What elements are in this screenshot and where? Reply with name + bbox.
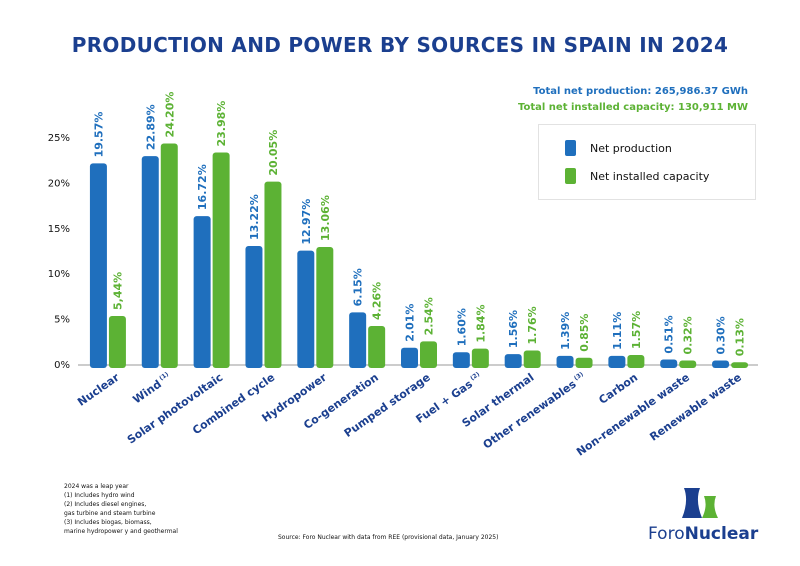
footnote-line: gas turbine and steam turbine — [64, 510, 156, 517]
category-superscript: (3) — [571, 371, 585, 384]
data-label-production: 16.72% — [196, 164, 209, 210]
data-label-capacity: 5,44% — [111, 272, 124, 310]
bar-net-production — [245, 246, 263, 368]
category-superscript: (2) — [467, 371, 481, 384]
bar-net-production — [89, 163, 107, 368]
footnotes: 2024 was a leap year (1) Includes hydro … — [64, 482, 178, 536]
chart-title: PRODUCTION AND POWER BY SOURCES IN SPAIN… — [71, 33, 729, 57]
footnote-line: 2024 was a leap year — [64, 483, 129, 490]
total-production: Total net production: 265,986.37 GWh — [533, 86, 748, 97]
data-label-production: 0.51% — [663, 315, 676, 353]
bar-net-production — [297, 250, 315, 368]
bar-net-production — [141, 156, 159, 368]
bar-installed-capacity — [471, 348, 489, 368]
category-superscript: (1) — [156, 371, 170, 384]
legend-item-production: Net production — [565, 140, 672, 156]
logo-text: ForoNuclear — [648, 524, 768, 544]
bar-net-production — [712, 360, 730, 368]
legend-label-capacity: Net installed capacity — [590, 169, 710, 183]
data-label-production: 1.60% — [455, 308, 468, 346]
bar-net-production — [193, 216, 211, 368]
legend: Net production Net installed capacity — [538, 124, 756, 200]
bar-net-production — [349, 312, 367, 368]
bar-installed-capacity — [316, 246, 334, 368]
category-label: Renewable waste — [647, 371, 743, 444]
footnote-line: (2) Includes diesel engines, — [64, 501, 147, 508]
category-label: Solar photovoltaic — [125, 371, 225, 447]
footnote-line: marine hydropower y and geothermal — [64, 528, 178, 535]
bar-installed-capacity — [679, 360, 697, 368]
bar-net-production — [401, 347, 418, 368]
y-tick-label: 5% — [54, 315, 70, 326]
bar-installed-capacity — [420, 341, 437, 368]
bar-chart: 0% 5% 10% 15% 20% 25% 19.57% 5,44% Nuclear 22.89%… — [48, 92, 758, 459]
legend-swatch-production — [565, 140, 576, 156]
bar-net-production — [452, 352, 470, 368]
data-label-production: 19.57% — [92, 112, 105, 158]
y-tick-label: 25% — [48, 133, 70, 144]
data-label-capacity: 20.05% — [267, 130, 280, 176]
footnote-line: (3) Includes biogas, biomass, — [64, 519, 152, 526]
bar-installed-capacity — [523, 350, 541, 368]
bar-installed-capacity — [575, 357, 593, 368]
data-label-capacity: 1.76% — [526, 306, 539, 344]
bar-installed-capacity — [368, 325, 386, 368]
totals: Total net production: 265,986.37 GWh Tot… — [518, 84, 748, 116]
source-note: Source: Foro Nuclear with data from REE … — [278, 534, 499, 541]
category-label-text: Pumped storage — [342, 371, 433, 440]
category-label: Wind (1) — [131, 371, 174, 407]
bar-installed-capacity — [160, 143, 178, 368]
data-label-production: 1.39% — [559, 312, 572, 350]
data-label-capacity: 23.98% — [215, 101, 228, 147]
data-label-production: 6.15% — [352, 268, 365, 306]
bar-installed-capacity — [212, 152, 230, 368]
y-tick-label: 20% — [48, 178, 70, 189]
legend-item-capacity: Net installed capacity — [565, 168, 709, 184]
bar-net-production — [660, 359, 678, 368]
data-label-capacity: 13.06% — [319, 195, 332, 241]
category-label: Nuclear — [75, 370, 122, 408]
bar-net-production — [608, 355, 626, 368]
bar-net-production — [556, 355, 574, 368]
category-label: Other renewables (3) — [481, 371, 589, 452]
logo-text-nuclear: Nuclear — [684, 524, 759, 544]
legend-label-production: Net production — [590, 141, 672, 155]
data-label-capacity: 0.85% — [578, 314, 591, 352]
logo-text-foro: Foro — [648, 524, 685, 544]
bar-installed-capacity — [264, 181, 282, 368]
data-label-capacity: 0.32% — [682, 316, 695, 354]
y-tick-label: 15% — [48, 224, 70, 235]
data-label-capacity: 1.84% — [474, 304, 487, 342]
legend-swatch-capacity — [565, 168, 576, 184]
bar-net-production — [504, 354, 522, 368]
category-label-text: Carbon — [596, 371, 640, 407]
bar-installed-capacity — [627, 355, 645, 368]
total-capacity: Total net installed capacity: 130,911 MW — [518, 102, 748, 113]
bar-installed-capacity — [108, 315, 126, 368]
category-label-text: Other renewables — [481, 377, 579, 451]
data-label-capacity: 0.13% — [734, 318, 747, 356]
data-label-capacity: 2.54% — [423, 297, 436, 335]
bar-installed-capacity — [731, 362, 749, 368]
data-label-production: 13.22% — [248, 194, 261, 240]
category-label: Carbon — [596, 371, 640, 407]
data-label-capacity: 1.57% — [630, 311, 643, 349]
data-label-production: 12.97% — [300, 199, 313, 245]
data-label-production: 22.89% — [144, 104, 157, 150]
data-label-production: 0.30% — [715, 316, 728, 354]
category-label: Pumped storage — [342, 371, 433, 440]
category-label-text: Nuclear — [75, 370, 122, 408]
data-label-production: 1.56% — [507, 310, 520, 348]
footnote-line: (1) Includes hydro wind — [64, 492, 135, 499]
category-label-text: Renewable waste — [647, 371, 743, 444]
y-tick-label: 0% — [54, 360, 70, 371]
category-label-text: Solar photovoltaic — [125, 371, 225, 447]
data-label-capacity: 24.20% — [163, 92, 176, 138]
data-label-production: 1.11% — [611, 312, 624, 350]
data-label-production: 2.01% — [404, 304, 417, 342]
data-label-capacity: 4.26% — [371, 282, 384, 320]
cooling-tower-icon — [682, 488, 718, 518]
y-tick-label: 10% — [48, 269, 70, 280]
foro-nuclear-logo: ForoNuclear — [648, 484, 768, 546]
